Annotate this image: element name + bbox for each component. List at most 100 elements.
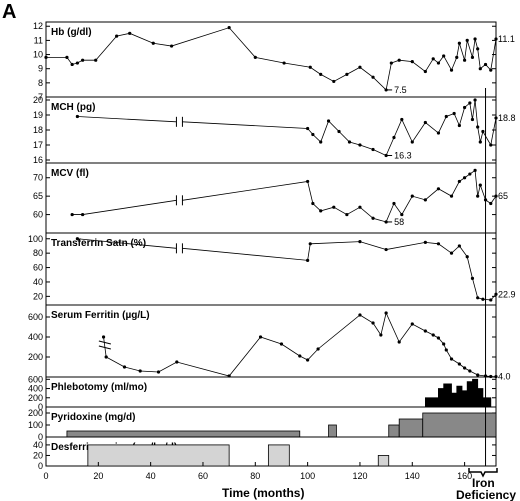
- data-point: [442, 54, 446, 58]
- data-point: [319, 72, 323, 76]
- data-point: [431, 333, 435, 337]
- data-point: [371, 216, 375, 220]
- data-point: [70, 212, 74, 217]
- data-point: [449, 194, 454, 198]
- data-point: [358, 313, 362, 317]
- y-tick-label: 60: [33, 210, 43, 220]
- data-point: [470, 276, 475, 280]
- data-point: [156, 370, 161, 374]
- end-value-label: 11.1: [498, 34, 515, 44]
- y-tick-label: 7: [38, 92, 43, 102]
- data-point: [476, 373, 480, 377]
- y-tick-label: 400: [28, 384, 43, 394]
- data-point: [410, 60, 414, 64]
- data-point: [423, 329, 427, 333]
- y-tick-label: 70: [33, 173, 43, 183]
- data-point: [457, 41, 461, 45]
- y-tick-label: 12: [33, 21, 43, 31]
- y-tick-label: 400: [28, 332, 43, 342]
- data-point: [473, 37, 477, 41]
- y-tick-label: 17: [33, 140, 43, 150]
- end-value-label: 4.0: [498, 372, 511, 382]
- data-point: [326, 119, 331, 123]
- data-point: [436, 336, 441, 340]
- panels: 7 8 9 10 11 12 Hb (g/dl) 7.5 11.1 16 17 18 19 20 MCH (…: [28, 21, 516, 471]
- data-point: [44, 55, 48, 59]
- data-point: [306, 179, 310, 184]
- y-tick-label: 40: [33, 277, 43, 287]
- end-value-label: 18.8: [498, 113, 516, 123]
- data-point: [298, 354, 302, 358]
- dose-block: [87, 444, 230, 467]
- y-tick-label: 19: [33, 110, 43, 120]
- data-point: [455, 55, 459, 59]
- y-tick-label: 8: [38, 78, 43, 88]
- data-point: [465, 255, 469, 259]
- data-point: [75, 61, 79, 65]
- data-point: [358, 205, 362, 209]
- data-point: [75, 237, 79, 241]
- data-point: [476, 125, 480, 129]
- data-point: [151, 41, 155, 45]
- data-point: [345, 212, 349, 217]
- y-tick-label: 18: [33, 125, 43, 135]
- data-point: [345, 72, 349, 76]
- data-point: [444, 348, 448, 352]
- series-line: [182, 169, 497, 223]
- data-point: [463, 105, 467, 110]
- data-point: [476, 194, 480, 198]
- data-point: [70, 62, 74, 67]
- data-point: [308, 65, 312, 69]
- y-tick-label: 200: [28, 393, 43, 403]
- data-point: [494, 116, 498, 120]
- data-point: [494, 194, 498, 198]
- data-point: [463, 58, 467, 62]
- y-tick-label: 0: [38, 432, 43, 442]
- data-point: [489, 201, 493, 206]
- iron-deficiency-line2: Deficiency: [456, 488, 516, 501]
- series-line: [182, 99, 497, 157]
- series-line: [77, 116, 177, 123]
- data-point: [449, 68, 454, 72]
- data-point: [175, 360, 179, 364]
- data-point: [489, 68, 493, 72]
- y-tick-label: 40: [33, 440, 43, 450]
- x-axis-label: Time (months): [222, 486, 304, 500]
- data-point: [481, 297, 485, 301]
- data-point: [423, 198, 427, 202]
- iron-deficiency-annotation: Iron Deficiency: [456, 468, 516, 501]
- data-point: [75, 114, 79, 119]
- data-point: [101, 335, 106, 339]
- data-point: [468, 101, 472, 105]
- x-tick-label: 40: [146, 471, 156, 481]
- iron-deficiency-bracket: [468, 468, 498, 478]
- end-value-label: 65: [498, 191, 508, 201]
- data-point: [442, 342, 446, 346]
- data-point: [473, 98, 477, 102]
- x-axis-ticks: 0 20 40 60 80 100 120 140 160: [43, 462, 472, 481]
- panel-tsat: 20 40 60 80 100 Transferrin Satn (%) 22.9: [28, 232, 516, 302]
- data-point: [306, 126, 310, 131]
- y-tick-label: 65: [33, 191, 43, 201]
- panel-label-ferritin: Serum Ferritin (µg/L): [51, 310, 150, 321]
- panel-label-phleb: Phlebotomy (ml/mo): [51, 382, 147, 393]
- y-tick-label: 20: [33, 450, 43, 460]
- data-point: [470, 55, 475, 59]
- data-point: [258, 335, 263, 339]
- y-tick-label: 600: [28, 374, 43, 384]
- data-point: [476, 296, 480, 300]
- data-point: [279, 342, 284, 346]
- data-point: [400, 212, 404, 217]
- data-point: [169, 44, 174, 48]
- data-point: [410, 194, 414, 198]
- iron-deficiency-line1: Iron: [472, 476, 495, 490]
- dose-block: [377, 455, 390, 467]
- data-point: [358, 143, 362, 147]
- panel-desferrioxamine: 02040Desferrioxamine (mg/kg/d): [33, 436, 496, 471]
- data-point: [371, 321, 375, 325]
- y-tick-label: 20: [33, 291, 43, 301]
- data-point: [449, 357, 454, 361]
- axis-break-mark: [98, 345, 111, 350]
- data-point: [282, 61, 286, 65]
